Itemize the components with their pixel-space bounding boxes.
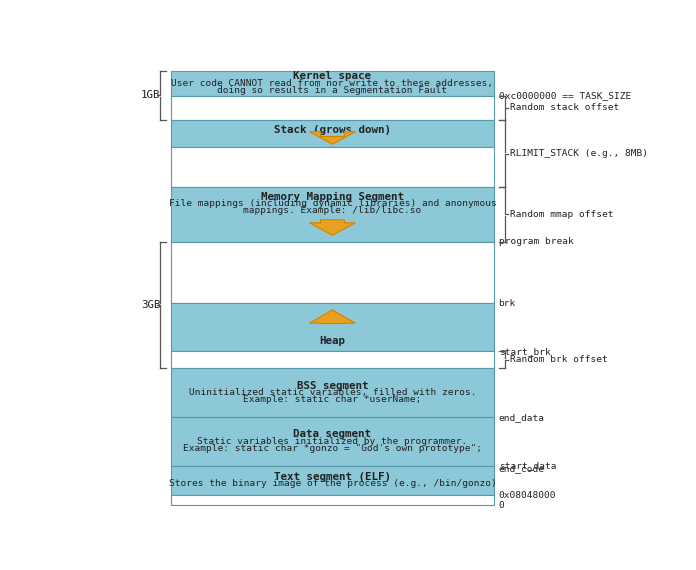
Text: Heap: Heap xyxy=(319,336,345,346)
Text: User code CANNOT read from nor write to these addresses,: User code CANNOT read from nor write to … xyxy=(171,79,493,88)
Text: Stack (grows down): Stack (grows down) xyxy=(274,125,391,135)
Polygon shape xyxy=(310,132,355,144)
Bar xyxy=(171,187,494,242)
Text: File mappings (including dynamic libraries) and anonymous: File mappings (including dynamic librari… xyxy=(168,200,496,208)
Text: Stores the binary image of the process (e.g., /bin/gonzo): Stores the binary image of the process (… xyxy=(168,479,496,488)
Text: Data segment: Data segment xyxy=(294,429,372,439)
Bar xyxy=(171,96,494,120)
Text: Memory Mapping Segment: Memory Mapping Segment xyxy=(261,192,404,202)
Text: brk: brk xyxy=(498,299,516,308)
Text: 0xc0000000 == TASK_SIZE: 0xc0000000 == TASK_SIZE xyxy=(498,91,631,100)
Text: Kernel space: Kernel space xyxy=(294,71,372,81)
Text: 0x08048000: 0x08048000 xyxy=(498,491,556,499)
Bar xyxy=(171,71,494,96)
Bar xyxy=(171,466,494,495)
Polygon shape xyxy=(310,220,355,235)
Text: Random mmap offset: Random mmap offset xyxy=(510,210,614,219)
Text: start_data: start_data xyxy=(498,461,556,470)
Bar xyxy=(171,495,494,505)
Text: end_code: end_code xyxy=(498,464,544,473)
Text: Static variables initialized by the programmer.: Static variables initialized by the prog… xyxy=(197,437,468,446)
Text: Text segment (ELF): Text segment (ELF) xyxy=(274,472,391,482)
Text: 3GB: 3GB xyxy=(141,300,160,310)
Text: doing so results in a Segmentation Fault: doing so results in a Segmentation Fault xyxy=(217,86,448,95)
Text: 1GB: 1GB xyxy=(141,91,160,100)
Bar xyxy=(171,417,494,466)
Text: Random stack offset: Random stack offset xyxy=(510,103,619,112)
Text: Uninitialized static variables, filled with zeros.: Uninitialized static variables, filled w… xyxy=(189,388,476,397)
Text: mappings. Example: /lib/libc.so: mappings. Example: /lib/libc.so xyxy=(244,206,422,215)
Text: Random brk offset: Random brk offset xyxy=(510,355,608,364)
Text: Example: static char *gonzo = "God's own prototype";: Example: static char *gonzo = "God's own… xyxy=(183,444,482,453)
Text: program break: program break xyxy=(498,237,574,246)
Text: RLIMIT_STACK (e.g., 8MB): RLIMIT_STACK (e.g., 8MB) xyxy=(510,149,649,158)
Bar xyxy=(171,120,494,148)
Text: start_brk: start_brk xyxy=(498,347,551,356)
Bar xyxy=(171,303,494,352)
Text: Example: static char *userName;: Example: static char *userName; xyxy=(244,395,422,404)
Bar xyxy=(171,368,494,417)
Text: BSS segment: BSS segment xyxy=(296,381,368,390)
Text: 0: 0 xyxy=(498,500,505,510)
Bar xyxy=(171,242,494,303)
Bar xyxy=(171,148,494,187)
Polygon shape xyxy=(310,310,355,324)
Text: end_data: end_data xyxy=(498,413,544,422)
Bar xyxy=(171,352,494,368)
